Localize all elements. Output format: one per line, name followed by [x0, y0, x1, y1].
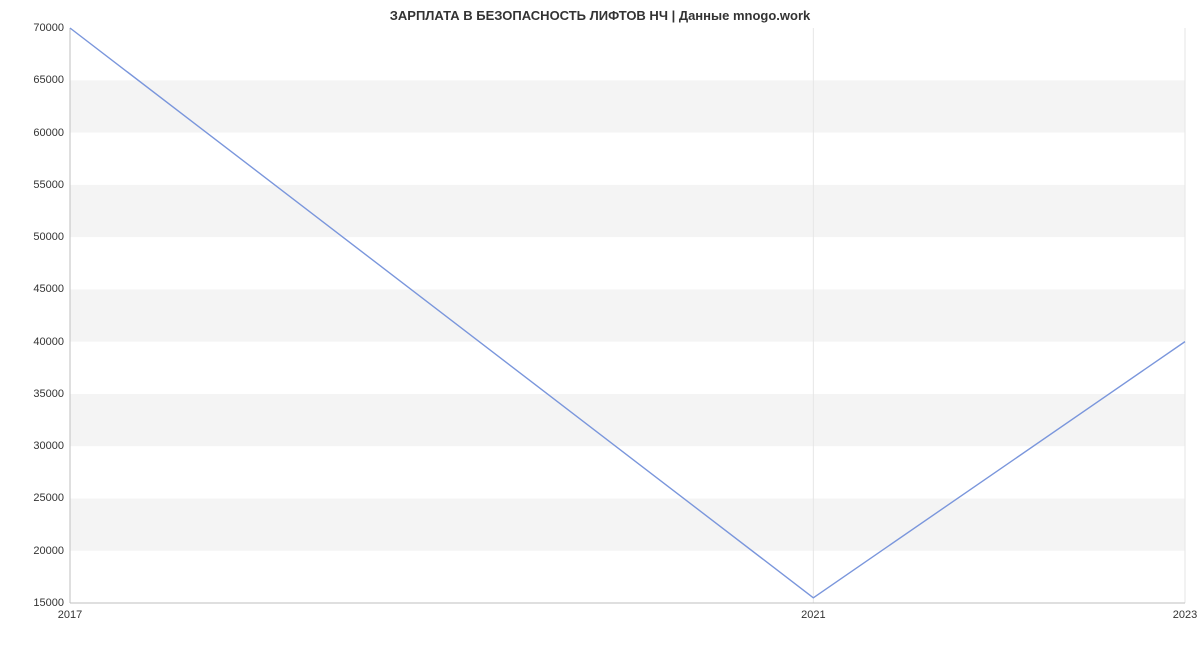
chart-title: ЗАРПЛАТА В БЕЗОПАСНОСТЬ ЛИФТОВ НЧ | Данн… — [0, 8, 1200, 23]
grid-band — [70, 185, 1185, 237]
chart-container: ЗАРПЛАТА В БЕЗОПАСНОСТЬ ЛИФТОВ НЧ | Данн… — [0, 0, 1200, 650]
grid-band — [70, 394, 1185, 446]
y-tick-label: 40000 — [33, 336, 64, 348]
grid-band — [70, 498, 1185, 550]
y-tick-label: 25000 — [33, 492, 64, 504]
grid-band — [70, 80, 1185, 132]
y-tick-label: 15000 — [33, 597, 64, 609]
x-tick-label: 2017 — [58, 609, 82, 621]
grid-band — [70, 28, 1185, 80]
plot-area: 1500020000250003000035000400004500050000… — [70, 28, 1185, 603]
grid-band — [70, 551, 1185, 603]
grid-band — [70, 133, 1185, 185]
y-tick-label: 30000 — [33, 440, 64, 452]
grid-band — [70, 289, 1185, 341]
y-tick-label: 65000 — [33, 74, 64, 86]
y-tick-label: 45000 — [33, 283, 64, 295]
y-tick-label: 20000 — [33, 545, 64, 557]
y-tick-label: 70000 — [33, 22, 64, 34]
grid-band — [70, 446, 1185, 498]
x-tick-label: 2023 — [1173, 609, 1197, 621]
grid-band — [70, 342, 1185, 394]
y-tick-label: 50000 — [33, 231, 64, 243]
y-tick-label: 60000 — [33, 127, 64, 139]
x-tick-label: 2021 — [801, 609, 825, 621]
grid-band — [70, 237, 1185, 289]
y-tick-label: 35000 — [33, 388, 64, 400]
plot-svg — [70, 28, 1185, 603]
y-tick-label: 55000 — [33, 179, 64, 191]
